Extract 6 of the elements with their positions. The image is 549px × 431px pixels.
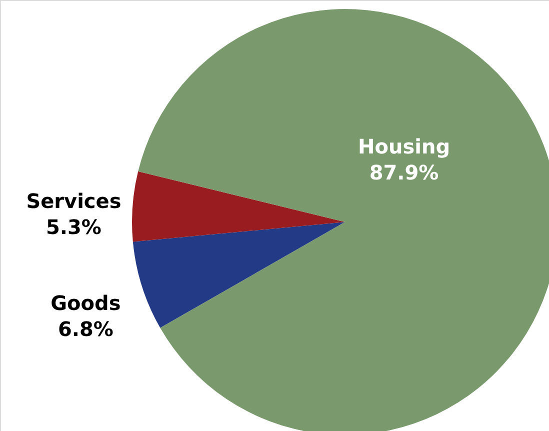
slice-label: Services xyxy=(26,189,122,214)
slice-label: Housing xyxy=(358,134,450,159)
data-label: 87.9% xyxy=(369,160,439,185)
data-label: 5.3% xyxy=(46,215,102,240)
slice-label: Goods xyxy=(50,291,121,316)
data-label: 6.8% xyxy=(58,317,114,342)
